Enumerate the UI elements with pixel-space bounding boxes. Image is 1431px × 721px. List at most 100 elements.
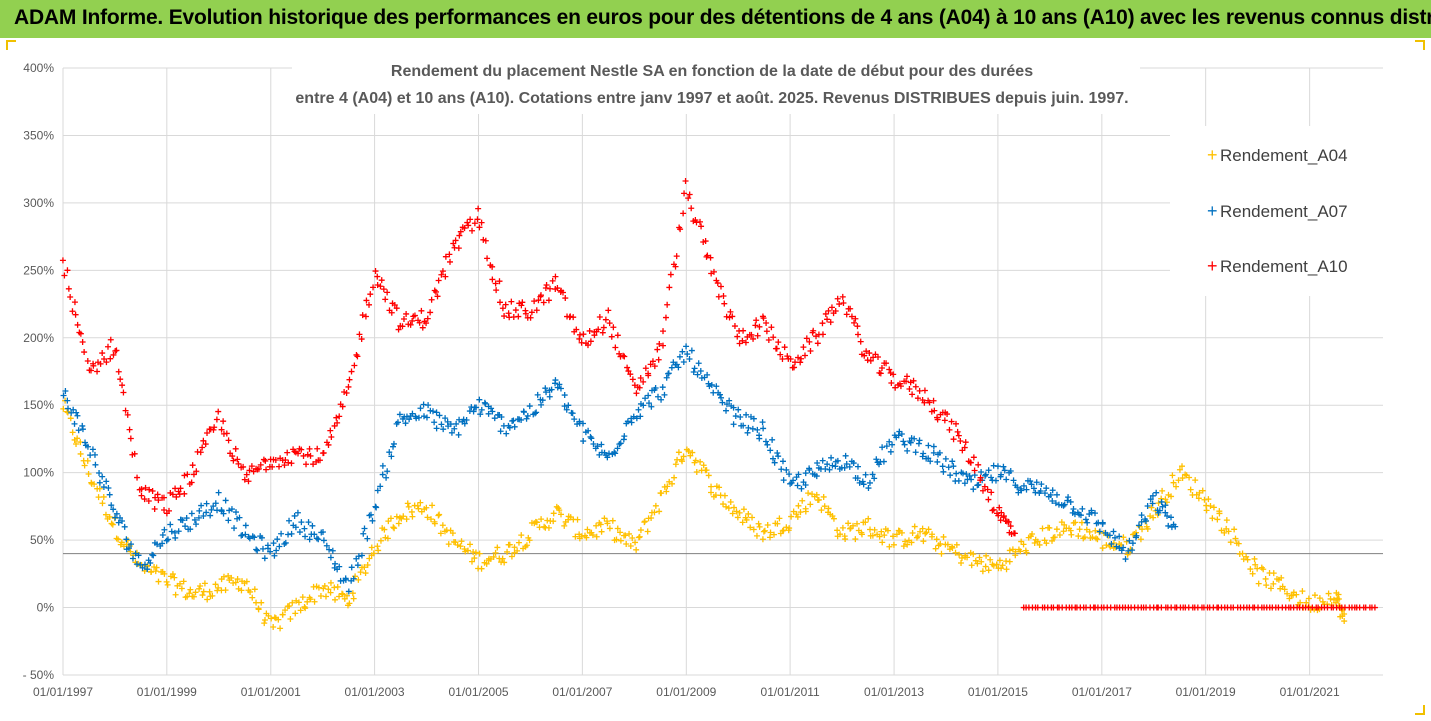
- data-point: [1148, 504, 1155, 511]
- data-point: [705, 472, 712, 479]
- data-point: [309, 522, 316, 529]
- data-point: [265, 545, 272, 552]
- data-point: [403, 310, 410, 317]
- data-point: [792, 359, 799, 366]
- data-point: [362, 313, 369, 320]
- scatter-chart: 400% 350% 300% 250% 200% 150% 100% 50% 0% - 50% 0…: [23, 52, 1400, 699]
- data-point: [409, 513, 416, 520]
- data-point: [925, 526, 932, 533]
- data-point: [554, 285, 561, 292]
- data-point: [726, 314, 733, 321]
- data-point: [780, 477, 787, 484]
- data-point: [184, 471, 191, 478]
- data-point: [843, 461, 850, 468]
- data-point: [911, 435, 918, 442]
- data-point: [606, 525, 613, 532]
- data-point: [279, 611, 286, 618]
- data-point: [842, 452, 849, 459]
- data-point: [247, 588, 254, 595]
- data-point: [456, 232, 463, 239]
- data-point: [1061, 521, 1068, 528]
- data-point: [567, 313, 574, 320]
- data-point: [403, 516, 410, 523]
- data-point: [238, 532, 245, 539]
- data-point: [477, 411, 484, 418]
- data-point: [1147, 513, 1154, 520]
- data-point: [120, 389, 127, 396]
- data-point: [73, 440, 80, 447]
- x-tick-label: 01/01/2001: [241, 685, 301, 699]
- data-point: [858, 531, 865, 538]
- data-point: [753, 532, 760, 539]
- data-point: [220, 510, 227, 517]
- data-point: [662, 314, 669, 321]
- data-point: [941, 417, 948, 424]
- data-point: [725, 505, 732, 512]
- data-point: [683, 343, 690, 350]
- data-point: [281, 462, 288, 469]
- data-point: [251, 534, 258, 541]
- data-point: [911, 523, 918, 530]
- data-point: [617, 537, 624, 544]
- data-point: [333, 414, 340, 421]
- data-point: [561, 522, 568, 529]
- data-point: [747, 524, 754, 531]
- data-point: [818, 507, 825, 514]
- data-point: [909, 391, 916, 398]
- legend-label-a07: Rendement_A07: [1220, 202, 1348, 221]
- data-point: [676, 353, 683, 360]
- data-point: [198, 502, 205, 509]
- data-point: [814, 459, 821, 466]
- data-point: [450, 240, 457, 247]
- data-point: [950, 436, 957, 443]
- data-point: [334, 419, 341, 426]
- data-point: [423, 414, 430, 421]
- data-point: [1162, 509, 1169, 516]
- y-tick-label: 150%: [23, 398, 54, 412]
- data-point: [1010, 477, 1017, 484]
- data-point: [624, 418, 631, 425]
- data-point: [822, 310, 829, 317]
- data-point: [448, 429, 455, 436]
- data-point: [433, 409, 440, 416]
- data-point: [598, 528, 605, 535]
- data-point: [96, 485, 103, 492]
- data-point: [346, 600, 353, 607]
- data-point: [311, 598, 318, 605]
- data-point: [447, 421, 454, 428]
- data-point: [146, 486, 153, 493]
- data-point: [580, 420, 587, 427]
- data-point: [377, 283, 384, 290]
- data-point: [791, 364, 798, 371]
- data-point: [680, 358, 687, 365]
- data-point: [135, 552, 142, 559]
- data-point: [138, 492, 145, 499]
- data-point: [215, 408, 222, 415]
- data-point: [323, 542, 330, 549]
- data-point: [799, 497, 806, 504]
- data-point: [633, 415, 640, 422]
- data-point: [404, 500, 411, 507]
- data-point: [149, 551, 156, 558]
- data-point: [798, 485, 805, 492]
- data-point: [883, 360, 890, 367]
- data-point: [975, 461, 982, 468]
- y-tick-label: 0%: [37, 601, 55, 615]
- data-point: [565, 402, 572, 409]
- data-point: [326, 546, 333, 553]
- data-point: [971, 467, 978, 474]
- data-point: [311, 531, 318, 538]
- data-point: [1156, 507, 1163, 514]
- data-point: [654, 393, 661, 400]
- data-point: [794, 482, 801, 489]
- data-point: [1311, 592, 1318, 599]
- data-point: [819, 320, 826, 327]
- data-point: [1053, 491, 1060, 498]
- data-point: [828, 304, 835, 311]
- data-point: [760, 315, 767, 322]
- data-point: [637, 374, 644, 381]
- data-point: [686, 191, 693, 198]
- data-point: [561, 392, 568, 399]
- x-tick-label: 01/01/2011: [761, 685, 820, 699]
- data-point: [671, 474, 678, 481]
